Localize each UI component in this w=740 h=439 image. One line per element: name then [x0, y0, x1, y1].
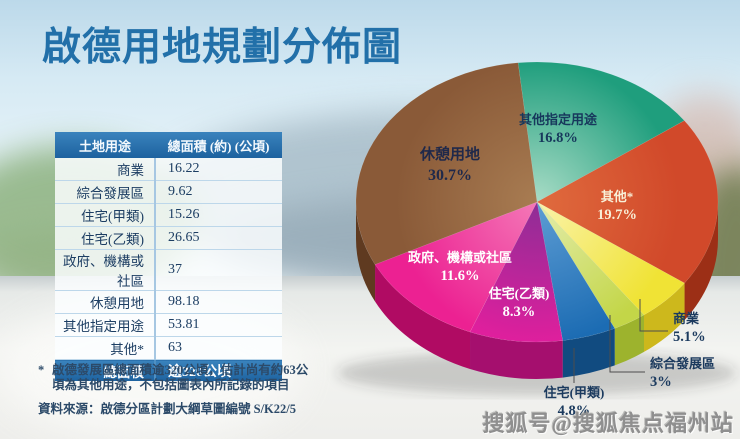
pie-slice-side-3	[614, 314, 645, 366]
pie-slice-4	[536, 201, 616, 341]
pie-label-name: 其他指定用途	[518, 112, 598, 127]
footnote-marker: *	[38, 363, 45, 377]
pie-label-name: 其他*	[600, 189, 634, 204]
pie-label-percent: 11.6%	[440, 267, 480, 284]
cell-land-use: 其他*	[55, 336, 156, 360]
cell-land-use: 其他指定用途	[55, 313, 156, 337]
pie-label-6: 政府、機構或社區 11.6%	[408, 250, 512, 286]
table-row: 商業 16.22	[55, 158, 282, 181]
table-row: 住宅(乙類) 26.65	[55, 226, 282, 250]
footnote: * 啟德發展區總面積逾320公頃，估計尚有約63公頃為其他用途，不包括圖表內所記…	[38, 363, 310, 394]
pie-label-percent: 8.3%	[502, 303, 536, 320]
page-title: 啟德用地規劃分佈圖	[42, 26, 403, 69]
land-use-table-footer: 總面積 逾320公頃	[55, 359, 282, 381]
pie-slice-side-2	[644, 283, 685, 352]
pie-label-3: 綜合發展區 3%	[650, 356, 715, 392]
pie-label-name: 商業	[673, 311, 700, 326]
total-value: 逾320公頃	[155, 359, 282, 381]
table-row: 綜合發展區 9.62	[55, 180, 282, 204]
watermark: 搜狐号@搜狐焦点福州站	[482, 411, 734, 436]
cell-land-use: 住宅(乙類)	[55, 226, 156, 250]
pie-label-1: 其他* 19.7%	[597, 189, 637, 225]
pie-label-name: 綜合發展區	[650, 356, 716, 371]
pie-slice-side-7	[356, 202, 376, 302]
table-row: 其他* 63	[55, 336, 282, 360]
pie-label-4: 住宅(甲類) 4.8%	[544, 385, 605, 421]
pie-slice-side-1	[684, 202, 718, 321]
pie-slice-3	[536, 201, 645, 329]
total-label: 總面積	[55, 359, 156, 381]
pie-label-name: 住宅(乙類)	[488, 286, 550, 301]
leader-line-1	[609, 315, 645, 373]
pie-label-name: 政府、機構或社區	[407, 250, 513, 265]
pie-label-percent: 16.8%	[538, 129, 578, 146]
pie-slice-side-4	[562, 328, 615, 378]
pie-slice-1	[536, 120, 719, 284]
pie-slice-6	[374, 201, 538, 333]
cell-land-use: 政府、機構或社區	[55, 249, 156, 291]
cell-area: 9.62	[155, 180, 282, 204]
pie-slice-side-5	[470, 332, 563, 379]
cell-area: 53.81	[155, 313, 282, 337]
cell-land-use: 住宅(甲類)	[55, 203, 156, 227]
pie-label-percent: 4.8%	[557, 402, 591, 419]
land-use-table-body: 商業 16.22 綜合發展區 9.62 住宅(甲類) 15.26 住宅(乙類) 26.65 政府…	[55, 158, 282, 360]
cell-area: 63	[155, 336, 282, 360]
cell-area: 15.26	[155, 203, 282, 227]
pie-label-2: 商業 5.1%	[673, 311, 706, 347]
pie-slice-7	[355, 62, 538, 265]
source-line: 資料來源：啟德分區計劃大綱草圖編號 S/K22/5	[38, 402, 296, 416]
table-row: 政府、機構或社區 37	[55, 249, 282, 291]
leader-line-0	[639, 299, 668, 332]
pie-slice-5	[469, 201, 563, 343]
pie-label-0: 其他指定用途 16.8%	[519, 112, 597, 148]
footnote-text: 啟德發展區總面積逾320公頃，估計尚有約63公頃為其他用途，不包括圖表內所記錄的…	[52, 363, 309, 393]
land-use-table-header: 土地用途 總面積 (約) (公頃)	[55, 132, 282, 158]
pie-slice-2	[536, 201, 685, 316]
column-header-total-area: 總面積 (約) (公頃)	[155, 132, 282, 158]
pie-label-percent: 5.1%	[673, 328, 706, 345]
pie-label-name: 住宅(甲類)	[543, 385, 605, 400]
pie-label-percent: 3%	[650, 373, 672, 390]
column-header-land-use: 土地用途	[55, 132, 155, 158]
cell-area: 98.18	[155, 290, 282, 314]
cell-area: 26.65	[155, 226, 282, 250]
pie-label-name: 休憩用地	[419, 147, 481, 163]
cell-land-use: 休憩用地	[55, 290, 156, 314]
cell-area: 16.22	[155, 158, 282, 181]
pie-label-percent: 19.7%	[597, 206, 637, 223]
cell-land-use: 綜合發展區	[55, 180, 156, 204]
table-row: 住宅(甲類) 15.26	[55, 203, 282, 227]
land-use-table: 土地用途 總面積 (約) (公頃) 商業 16.22 綜合發展區 9.62 住宅(甲類)…	[55, 132, 282, 381]
pie-label-7: 休憩用地 30.7%	[420, 146, 480, 186]
cell-land-use: 商業	[55, 158, 156, 181]
pie-slice-0	[517, 61, 685, 203]
cell-area: 37	[155, 249, 282, 291]
table-row: 其他指定用途 53.81	[55, 313, 282, 337]
pie-label-percent: 30.7%	[427, 166, 472, 184]
total-row: 總面積 逾320公頃	[55, 359, 282, 381]
pie-slice-side-6	[375, 264, 471, 370]
pie-label-5: 住宅(乙類) 8.3%	[489, 286, 550, 322]
table-row: 休憩用地 98.18	[55, 290, 282, 314]
